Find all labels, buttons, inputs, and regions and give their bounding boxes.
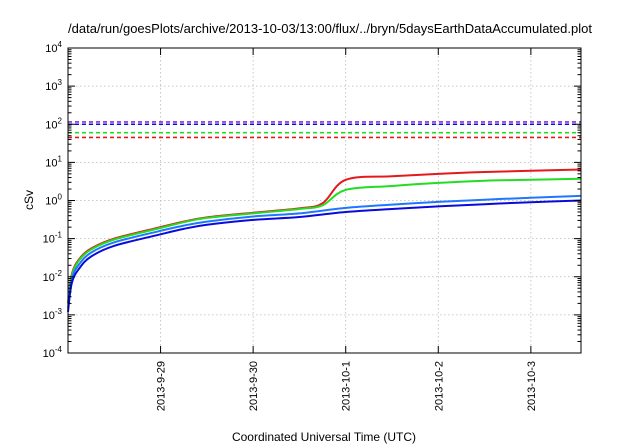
x-tick-label: 2013-9-29 [156, 361, 168, 411]
y-tick-label: 10-3 [43, 307, 63, 322]
y-tick-label: 10-1 [43, 231, 63, 246]
series-line-2 [67, 177, 582, 304]
x-tick-label: 2013-10-1 [341, 361, 353, 411]
series-line-1 [67, 168, 582, 304]
chart-title: /data/run/goesPlots/archive/2013-10-03/1… [68, 21, 592, 36]
y-tick-label: 103 [45, 78, 62, 93]
y-tick-labels: 10-4 10-3 10-2 10-1 100 101 102 103 104 [43, 40, 63, 360]
ticks [68, 47, 581, 354]
y-tick-label: 100 [45, 193, 62, 208]
x-tick-labels: 2013-9-29 2013-9-30 2013-10-1 2013-10-2 2013… [156, 361, 538, 411]
y-tick-label: 101 [45, 154, 62, 169]
y-tick-label: 102 [45, 116, 62, 131]
reference-lines [68, 121, 581, 139]
y-axis-label: cSv [22, 190, 36, 210]
y-tick-label: 10-4 [43, 345, 63, 360]
y-tick-label: 10-2 [43, 269, 63, 284]
x-tick-label: 2013-10-3 [526, 361, 538, 411]
x-axis-label: Coordinated Universal Time (UTC) [232, 430, 416, 444]
plot-frame [67, 47, 582, 354]
series-group [67, 168, 582, 313]
y-tick-label: 104 [45, 40, 62, 55]
x-tick-label: 2013-10-2 [433, 361, 445, 411]
x-tick-label: 2013-9-30 [248, 361, 260, 411]
series-line-3 [67, 194, 582, 309]
series-line-4 [67, 199, 582, 313]
